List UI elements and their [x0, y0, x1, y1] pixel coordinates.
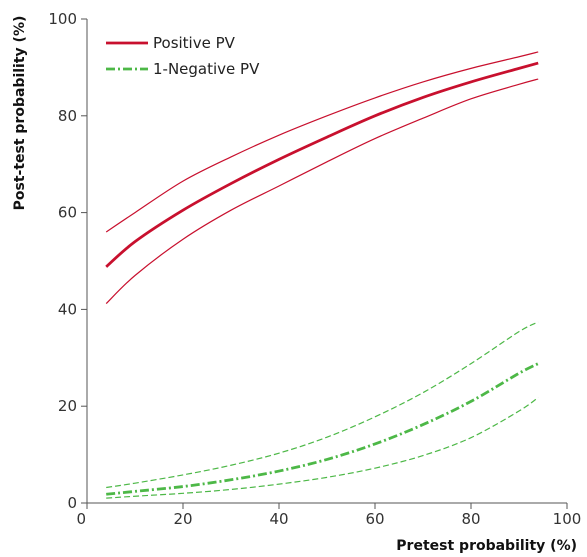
y-tick-label: 60 — [58, 204, 77, 222]
x-tick-label: 20 — [173, 510, 192, 528]
negative-pv-estimate-line — [106, 362, 539, 496]
axes: 0 20 40 60 80 100 0 20 40 60 80 100 — [48, 10, 581, 528]
y-tick-label: 40 — [58, 300, 77, 318]
y-tick-label: 20 — [58, 397, 77, 415]
y-tick-label: 100 — [48, 10, 77, 28]
y-axis-title: Post-test probability (%) — [12, 16, 28, 211]
x-tick-label: 0 — [76, 510, 86, 528]
positive-pv-lower-ci-line — [105, 78, 539, 305]
negative-pv-upper-ci-line — [106, 321, 539, 489]
x-tick-label: 100 — [553, 510, 582, 528]
positive-pv-upper-ci-line — [105, 51, 539, 233]
positive-pv-estimate-line — [105, 61, 539, 268]
x-tick-label: 40 — [269, 510, 288, 528]
y-tick-label: 80 — [58, 107, 77, 125]
x-axis-title: Pretest probability (%) — [396, 538, 577, 554]
legend-label: Positive PV — [153, 34, 236, 52]
series-layer — [105, 51, 539, 499]
legend: Positive PV 1-Negative PV — [106, 34, 260, 78]
negative-pv-lower-ci-line — [106, 396, 539, 499]
x-tick-label: 80 — [461, 510, 480, 528]
y-tick-label: 0 — [67, 494, 77, 512]
legend-label: 1-Negative PV — [153, 60, 260, 78]
x-tick-label: 60 — [365, 510, 384, 528]
